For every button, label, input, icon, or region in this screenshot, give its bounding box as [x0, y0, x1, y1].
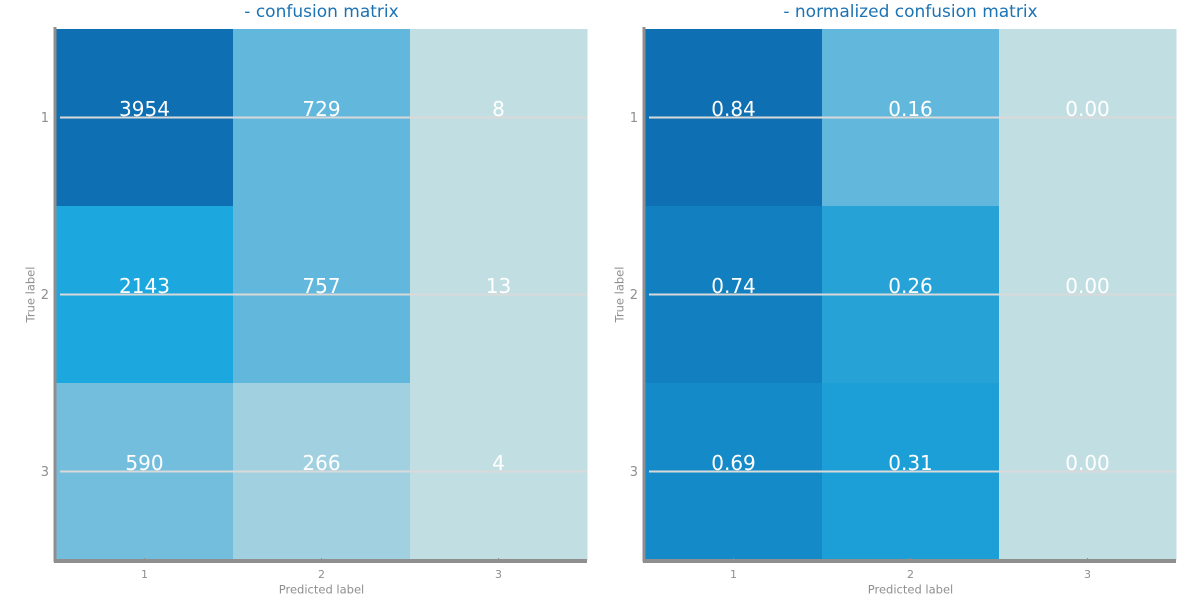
cell-value-label: 266 [302, 451, 340, 475]
cell-value-label: 0.74 [711, 274, 756, 298]
y-axis-label: True label [613, 267, 627, 324]
cell-value-label: 0.00 [1065, 97, 1110, 121]
y-tick-label: 3 [41, 465, 49, 480]
cell-value-label: 0.84 [711, 97, 756, 121]
y-tick-label: 2 [41, 288, 49, 303]
x-axis-label: Predicted label [868, 583, 953, 597]
x-tick-label: 2 [907, 568, 914, 581]
cell-value-label: 590 [125, 451, 163, 475]
x-tick-label: 1 [141, 568, 148, 581]
x-tick-label: 1 [730, 568, 737, 581]
cell-value-label: 0.16 [888, 97, 933, 121]
cell-value-label: 0.00 [1065, 451, 1110, 475]
cell-value-label: 0.69 [711, 451, 756, 475]
cell-value-label: 729 [302, 97, 340, 121]
cell-value-label: 4 [492, 451, 505, 475]
y-tick-label: 1 [41, 111, 49, 126]
x-axis-label: Predicted label [279, 583, 364, 597]
y-tick-label: 1 [630, 111, 638, 126]
cell-value-label: 757 [302, 274, 340, 298]
x-tick-label: 3 [1084, 568, 1091, 581]
cell-value-label: 2143 [119, 274, 170, 298]
cell-value-label: 8 [492, 97, 505, 121]
cell-value-label: 3954 [119, 97, 170, 121]
x-tick-label: 3 [495, 568, 502, 581]
y-tick-label: 2 [630, 288, 638, 303]
cell-value-label: 13 [486, 274, 511, 298]
cell-value-label: 0.00 [1065, 274, 1110, 298]
y-tick-label: 3 [630, 465, 638, 480]
cell-value-label: 0.26 [888, 274, 933, 298]
x-tick-label: 2 [318, 568, 325, 581]
chart-title: - confusion matrix [244, 2, 398, 22]
heatmap-panel-1: 3954 729 8 2143 757 13 590 266 4 1 2 3 1 2 3 Predicted … [24, 2, 588, 597]
cell-value-label: 0.31 [888, 451, 933, 475]
heatmap-panel-2: 0.84 0.16 0.00 0.74 0.26 0.00 0.69 0.31 0.00 1 2 3 1… [613, 2, 1177, 597]
chart-title: - normalized confusion matrix [783, 2, 1037, 22]
y-axis-label: True label [24, 267, 38, 324]
